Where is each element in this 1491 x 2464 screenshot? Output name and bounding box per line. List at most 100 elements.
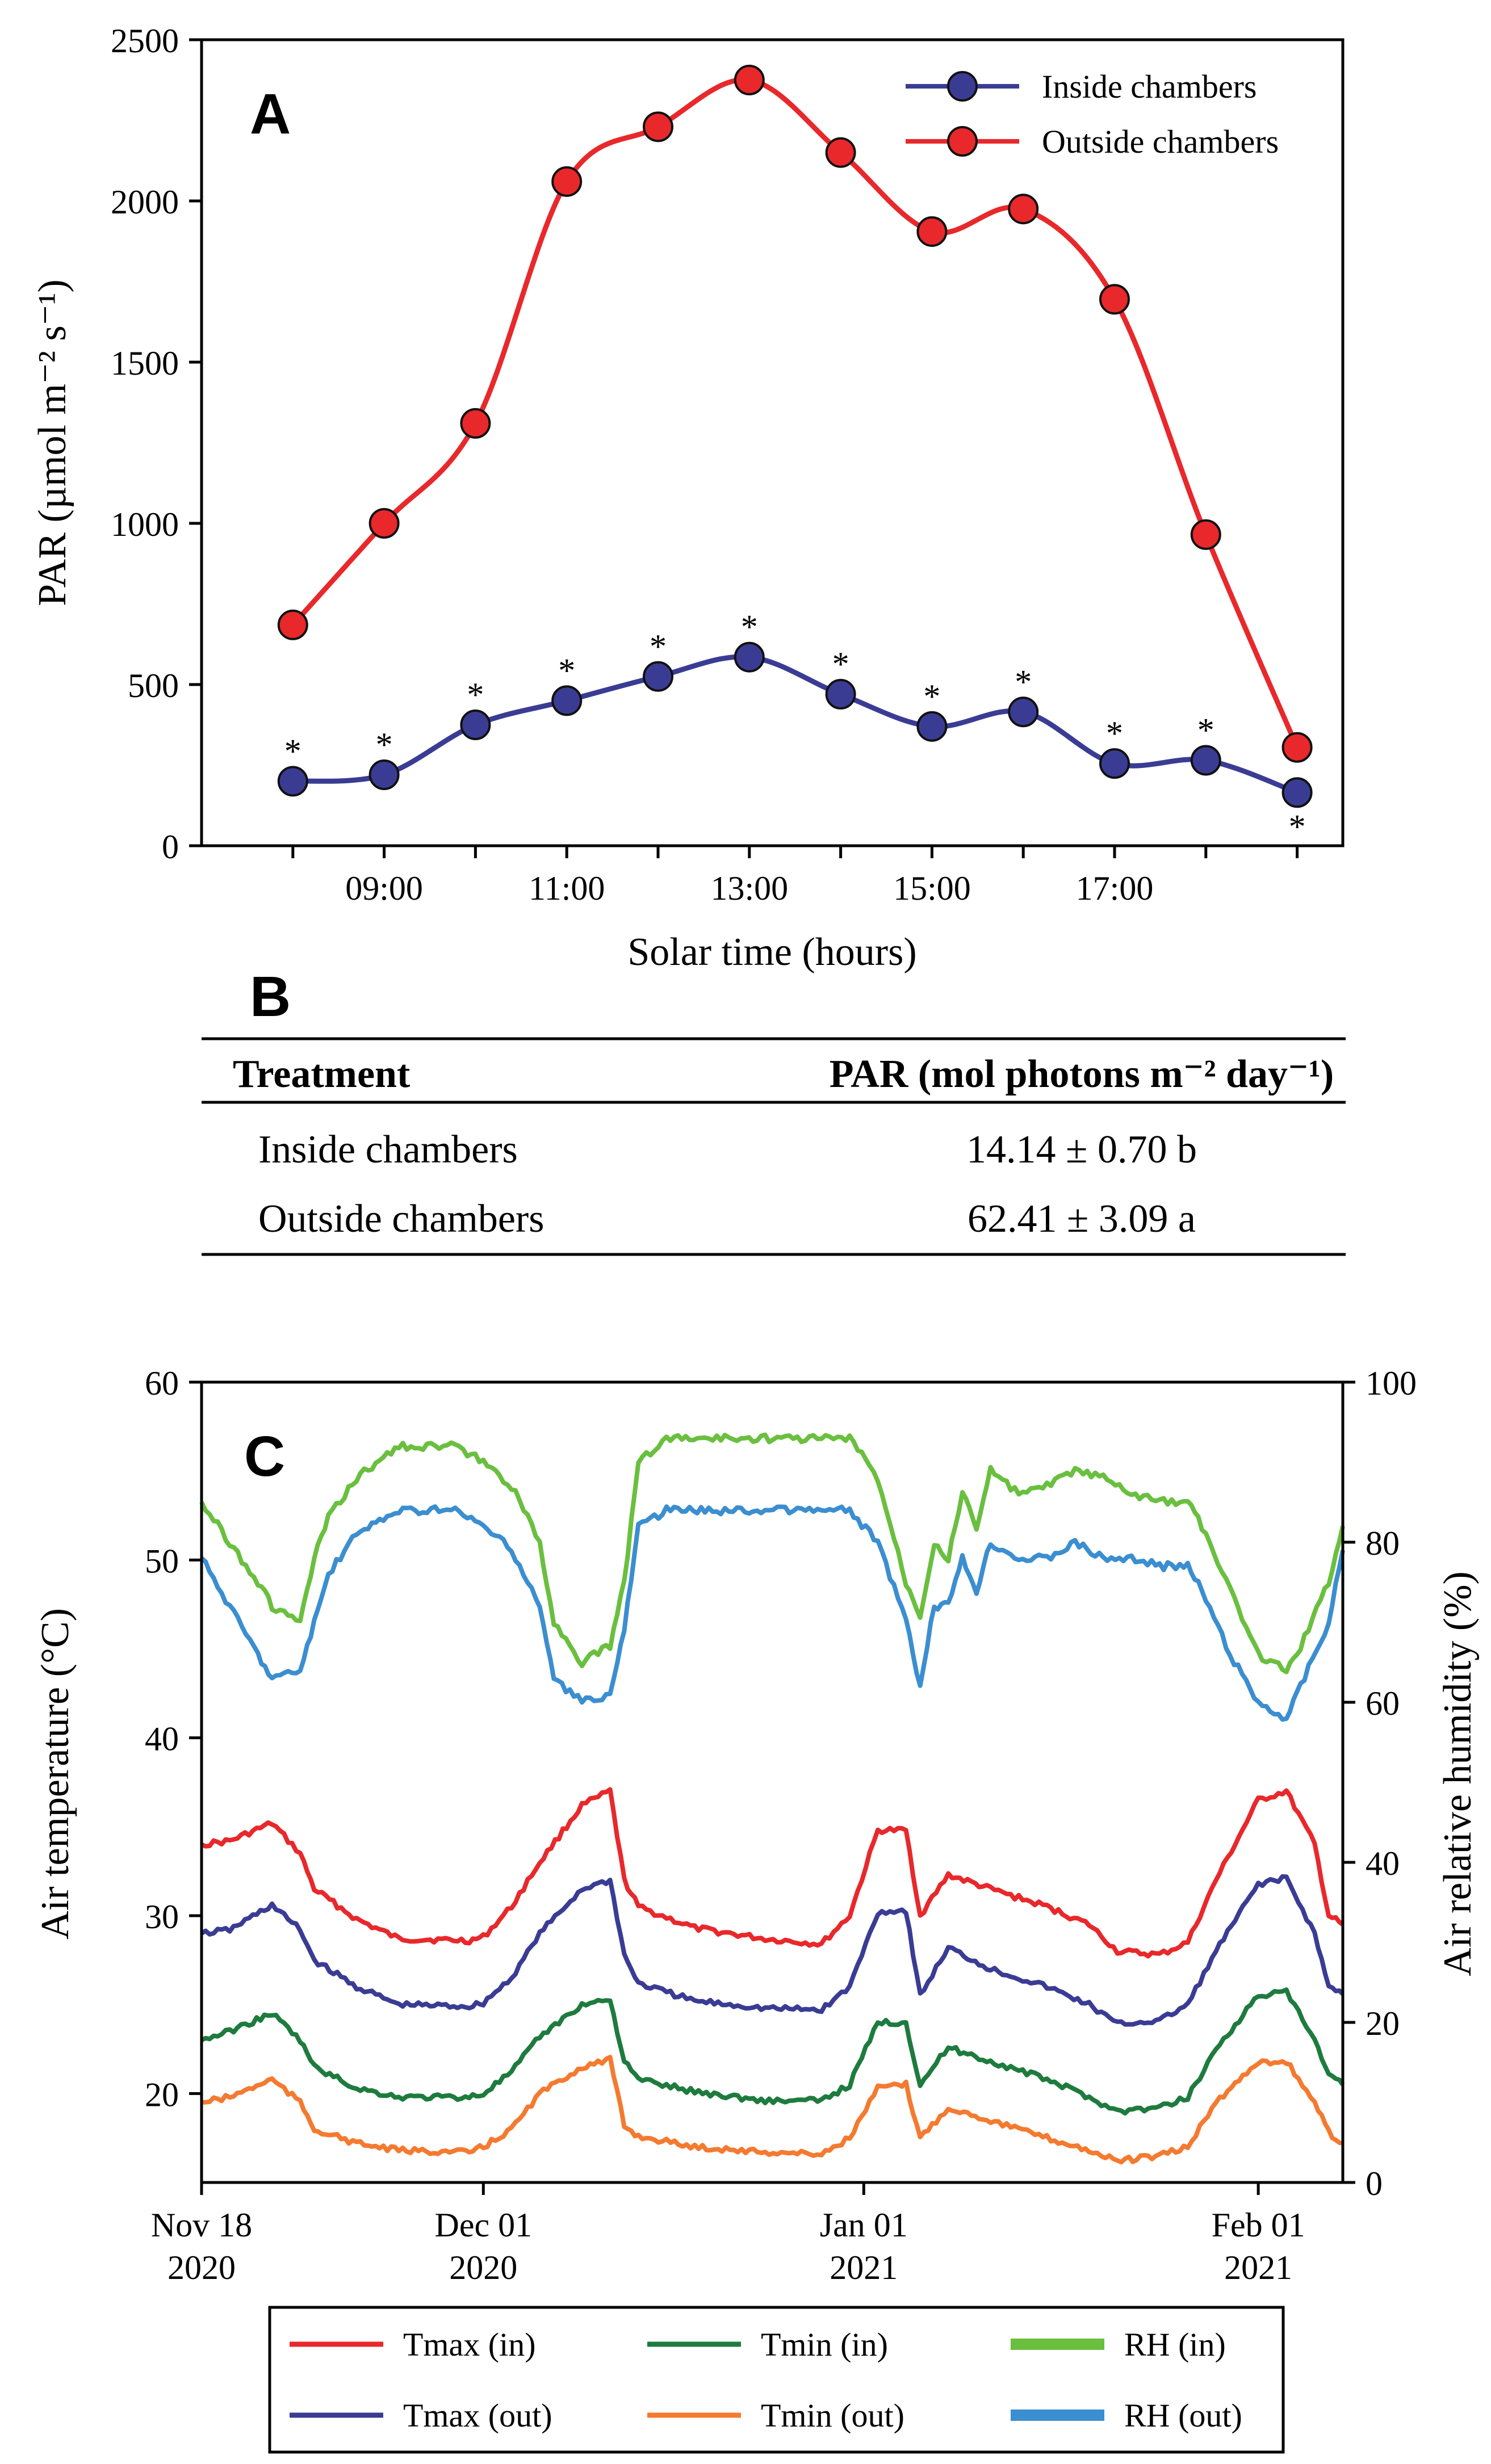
panel-c-legend: Tmax (in) Tmin (in) RH (in) Tmax (out) Tmin … xyxy=(290,2326,1242,2434)
panel-a-significance-marker: * xyxy=(376,726,393,763)
panel-c-series-line-tmin-out xyxy=(201,2055,1343,2165)
panel-a-data-point-outside xyxy=(551,166,583,197)
panel-a-frame xyxy=(200,38,1345,847)
table-header-par: PAR (mol photons m⁻² day⁻¹) xyxy=(830,1052,1334,1096)
panel-c-legend-label: RH (out) xyxy=(1124,2397,1242,2434)
panel-c-frame xyxy=(200,1380,1345,2184)
panel-a-x-tick-label: 17:00 xyxy=(1076,870,1154,907)
panel-a-data-point-outside xyxy=(916,216,948,247)
panel-a-data-point-outside xyxy=(368,508,400,539)
panel-a-significance-marker: * xyxy=(284,732,301,770)
panel-a-data-point-outside xyxy=(1099,284,1130,315)
panel-c-series-line-rh-in xyxy=(199,1432,1345,1674)
table-row-inside-value: 14.14 ± 0.70 b xyxy=(966,1128,1197,1172)
panel-c-x-tick-label-date: Feb 01 xyxy=(1212,2206,1305,2244)
panel-a-significance-marker: * xyxy=(467,676,484,713)
panel-a-letter: A xyxy=(250,82,291,146)
panel-c-x-tick-label-year: 2020 xyxy=(167,2249,236,2286)
table-header-treatment: Treatment xyxy=(233,1052,410,1096)
panel-a-significance-marker: * xyxy=(1106,715,1123,752)
panel-c-left-y-axis-label: Air temperature (°C) xyxy=(33,1608,77,1940)
panel-a-legend-marker xyxy=(947,71,978,102)
panel-c-right-y-tick-label: 60 xyxy=(1366,1685,1400,1722)
panel-a-data-point-inside xyxy=(277,766,308,797)
panel-a-data-point-outside xyxy=(1190,519,1221,550)
panel-a-data-point-inside xyxy=(734,641,765,673)
table-row-outside-value: 62.41 ± 3.09 a xyxy=(968,1197,1196,1241)
panel-a-data-point-inside xyxy=(1190,745,1221,776)
panel-b-letter: B xyxy=(250,965,291,1029)
panel-a-y-axis-label: PAR (µmol m⁻² s⁻¹) xyxy=(31,279,74,606)
panel-a-y-tick-label: 0 xyxy=(162,828,179,866)
panel-c-left-y-tick-label: 50 xyxy=(145,1542,179,1580)
panel-a-significance-marker: * xyxy=(650,628,667,665)
panel-a-significance-marker: * xyxy=(923,678,940,715)
table-row-outside-treatment: Outside chambers xyxy=(258,1197,544,1241)
panel-c-left-y-tick-label: 40 xyxy=(145,1720,179,1758)
panel-a-legend-marker xyxy=(947,126,978,157)
panel-c-left-y-tick-label: 20 xyxy=(145,2076,179,2113)
panel-a-x-axis-label: Solar time (hours) xyxy=(627,930,916,974)
panel-c-series-line-rh-out xyxy=(200,1504,1345,1722)
panel-a-series-line-outside xyxy=(291,77,1300,749)
panel-c-letter: C xyxy=(244,1425,285,1488)
panel-c-right-y-axis-label: Air relative humidity (%) xyxy=(1436,1571,1480,1976)
panel-c-right-y-tick-label: 80 xyxy=(1366,1525,1400,1562)
panel-c-x-tick-label-date: Nov 18 xyxy=(151,2206,252,2244)
panel-c-x-tick-label-year: 2021 xyxy=(830,2249,898,2286)
panel-c-series-line-tmax-out xyxy=(200,1874,1345,2027)
panel-c-series-line-tmax-in xyxy=(200,1787,1345,1959)
panel-a-y-tick-label: 1000 xyxy=(111,506,179,543)
panel-c-left-y-tick-label: 30 xyxy=(145,1898,179,1936)
panel-a-data-point-outside xyxy=(277,609,308,640)
panel-a-data-point-inside xyxy=(643,661,673,692)
panel-a-x-tick-label: 09:00 xyxy=(345,870,423,907)
panel-a-data-point-inside xyxy=(551,685,583,716)
panel-c-chart: C 20 30 40 50 60 0 20 40 60 80 100 Nov 18 2020 Dec … xyxy=(33,1365,1480,2454)
panel-c-x-tick-label-date: Dec 01 xyxy=(434,2206,532,2244)
panel-b-table: B Treatment PAR (mol photons m⁻² day⁻¹) … xyxy=(202,965,1346,1256)
panel-a-data-point-inside xyxy=(825,679,856,710)
panel-c-x-tick-label-year: 2020 xyxy=(449,2249,517,2286)
panel-a-significance-marker: * xyxy=(1197,711,1214,749)
panel-a-series-line-inside xyxy=(292,654,1299,795)
panel-c-x-tick-label-year: 2021 xyxy=(1224,2249,1292,2286)
panel-c-legend-label: Tmax (out) xyxy=(403,2397,552,2434)
panel-c-x-tick-label-date: Jan 01 xyxy=(820,2206,908,2244)
panel-c-series-line-tmin-in xyxy=(200,1987,1345,2116)
panel-c-legend-label: RH (in) xyxy=(1124,2326,1226,2363)
panel-a-data-point-inside xyxy=(1281,777,1313,808)
panel-a-y-tick-label: 2000 xyxy=(111,183,179,221)
panel-a-legend: Inside chambers Outside chambers xyxy=(906,68,1279,160)
panel-a-legend-label: Outside chambers xyxy=(1042,123,1279,160)
panel-c-legend-frame xyxy=(268,2306,1285,2454)
panel-a-data-point-inside xyxy=(1099,748,1130,779)
panel-a-data-point-outside xyxy=(734,65,765,95)
panel-a-x-tick-label: 13:00 xyxy=(710,870,788,907)
panel-a-significance-marker: * xyxy=(1015,663,1032,700)
panel-a-data-point-outside xyxy=(643,111,673,142)
panel-c-legend-label: Tmin (in) xyxy=(761,2326,888,2363)
panel-a-data-point-inside xyxy=(1008,696,1039,728)
panel-c-right-y-tick-label: 20 xyxy=(1366,2005,1400,2042)
panel-c-right-y-tick-label: 0 xyxy=(1366,2165,1383,2202)
panel-a-y-tick-label: 1500 xyxy=(111,345,179,382)
panel-a-significance-marker: * xyxy=(1289,808,1306,845)
panel-c-legend-label: Tmin (out) xyxy=(761,2397,904,2434)
panel-a-significance-marker: * xyxy=(558,652,575,689)
panel-a-data-point-outside xyxy=(1281,732,1313,763)
panel-a-significance-marker: * xyxy=(832,645,849,683)
panel-a-significance-marker: * xyxy=(741,608,758,646)
panel-c-left-y-tick-label: 60 xyxy=(145,1365,179,1402)
panel-a-legend-label: Inside chambers xyxy=(1042,68,1257,105)
panel-a-data-point-inside xyxy=(368,759,400,791)
panel-a-data-point-outside xyxy=(825,137,856,168)
panel-a-data-point-outside xyxy=(460,408,491,439)
panel-a-y-tick-label: 2500 xyxy=(111,22,179,60)
panel-a-chart: A 0 500 1000 1500 2000 2500 09:00 11:00 13:00 15… xyxy=(31,22,1345,974)
panel-a-x-tick-label: 11:00 xyxy=(529,870,605,907)
panel-a-data-point-inside xyxy=(916,711,948,742)
panel-a-data-point-outside xyxy=(1008,194,1039,225)
panel-a-x-tick-label: 15:00 xyxy=(893,870,971,907)
